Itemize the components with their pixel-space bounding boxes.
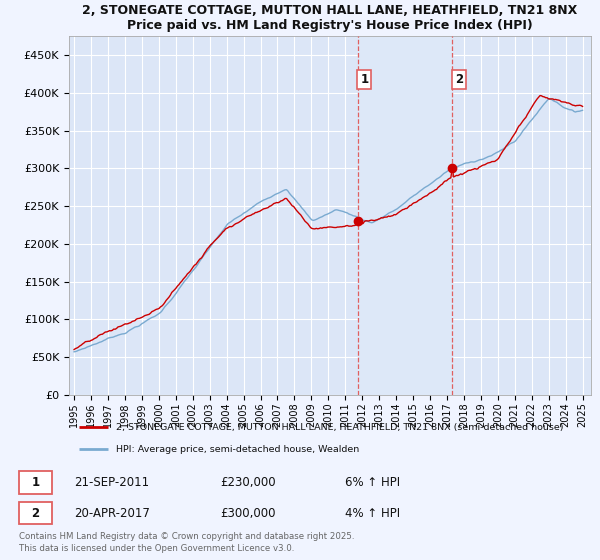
Text: 6% ↑ HPI: 6% ↑ HPI	[344, 475, 400, 489]
Text: 1: 1	[361, 73, 368, 86]
Text: HPI: Average price, semi-detached house, Wealden: HPI: Average price, semi-detached house,…	[116, 445, 359, 454]
Bar	[358, 36, 452, 395]
Text: £300,000: £300,000	[220, 507, 275, 520]
Text: 2, STONEGATE COTTAGE, MUTTON HALL LANE, HEATHFIELD, TN21 8NX (semi-detached hous: 2, STONEGATE COTTAGE, MUTTON HALL LANE, …	[116, 423, 563, 432]
Text: £230,000: £230,000	[220, 475, 275, 489]
Title: 2, STONEGATE COTTAGE, MUTTON HALL LANE, HEATHFIELD, TN21 8NX
Price paid vs. HM L: 2, STONEGATE COTTAGE, MUTTON HALL LANE, …	[82, 4, 578, 32]
Text: 4% ↑ HPI: 4% ↑ HPI	[344, 507, 400, 520]
FancyBboxPatch shape	[19, 502, 52, 524]
Text: 21-SEP-2011: 21-SEP-2011	[74, 475, 149, 489]
FancyBboxPatch shape	[19, 471, 52, 493]
Text: 1: 1	[31, 475, 40, 489]
Text: 20-APR-2017: 20-APR-2017	[74, 507, 150, 520]
Text: Contains HM Land Registry data © Crown copyright and database right 2025.
This d: Contains HM Land Registry data © Crown c…	[19, 532, 355, 553]
Text: 2: 2	[31, 507, 40, 520]
Text: 2: 2	[455, 73, 463, 86]
